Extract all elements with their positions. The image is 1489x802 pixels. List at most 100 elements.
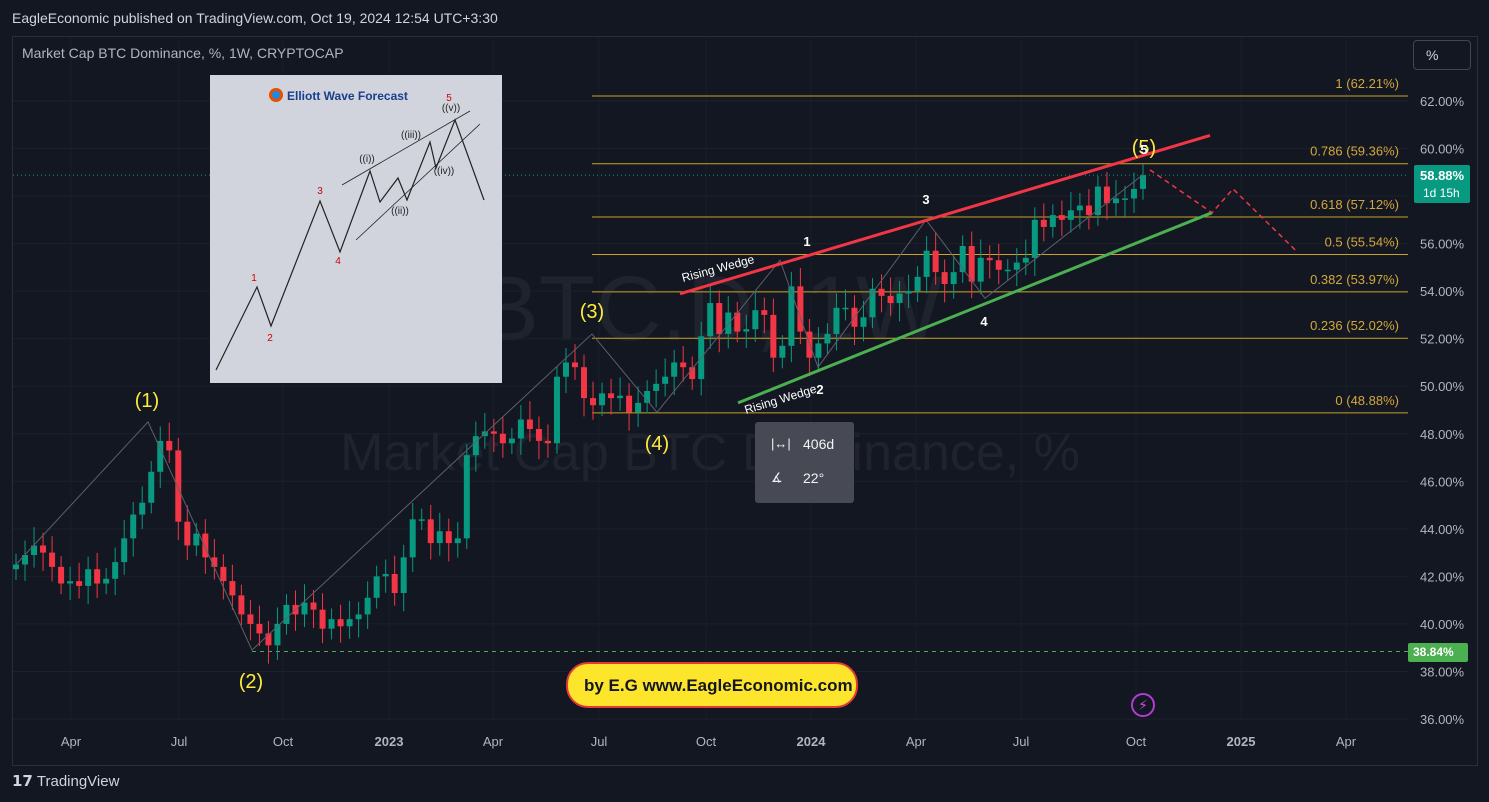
author-brand-label[interactable]: by E.G www.EagleEconomic.com: [566, 662, 858, 708]
candle-body: [535, 429, 542, 441]
candle-body: [590, 398, 597, 406]
measure-tool-popup: |↔| 406d ∡ 22°: [755, 422, 854, 503]
measure-bars-row: |↔| 406d: [771, 436, 834, 452]
candle-body: [508, 438, 515, 444]
y-tick-label: 38.00%: [1420, 664, 1465, 679]
x-tick-label: Apr: [61, 734, 82, 749]
projection-path: [1149, 169, 1297, 252]
inset-wave-path: [215, 118, 485, 371]
candle-body: [184, 521, 191, 546]
fib-label: 0.236 (52.02%): [1310, 318, 1399, 333]
candle-body: [13, 564, 19, 570]
candle-body: [382, 574, 389, 577]
candle-body: [635, 402, 642, 413]
candle-body: [157, 440, 164, 472]
candle-body: [238, 595, 245, 615]
candle-body: [1085, 205, 1092, 216]
candle-body: [1013, 262, 1020, 270]
candle-body: [941, 272, 948, 285]
range-arrows-icon: |↔|: [771, 436, 791, 451]
fib-label: 0.5 (55.54%): [1325, 235, 1399, 250]
candle-body: [977, 257, 984, 282]
percent-scale-button[interactable]: %: [1413, 40, 1471, 70]
y-tick-label: 54.00%: [1420, 284, 1465, 299]
y-tick-label: 42.00%: [1420, 569, 1465, 584]
candle-body: [716, 303, 723, 334]
major-wave-label: (3): [580, 301, 604, 323]
candle-body: [1031, 219, 1038, 258]
candle-body: [391, 574, 398, 594]
candle-body: [689, 367, 696, 380]
candle-body: [346, 619, 353, 627]
measure-angle-row: ∡ 22°: [771, 470, 824, 486]
candle-body: [1094, 186, 1101, 216]
candle-body: [797, 286, 804, 332]
current-price-label: 58.88%: [1420, 168, 1465, 183]
watermark-title: Market Cap BTC Dominance, %: [340, 424, 1080, 482]
candle-body: [472, 436, 479, 456]
bar-countdown-label: 1d 15h: [1423, 186, 1460, 200]
chart-frame[interactable]: [12, 36, 1478, 766]
candle-body: [608, 393, 615, 399]
candle-body: [67, 581, 74, 584]
x-tick-label: 2024: [797, 734, 827, 749]
fib-label: 0.618 (57.12%): [1310, 197, 1399, 212]
x-tick-label: 2023: [375, 734, 404, 749]
x-tick-label: Apr: [483, 734, 504, 749]
inset-channel-top: [341, 110, 471, 186]
x-tick-label: Apr: [906, 734, 927, 749]
lightning-icon[interactable]: ⚡: [1131, 693, 1155, 717]
candle-body: [463, 455, 470, 539]
x-tick-label: Oct: [273, 734, 294, 749]
major-wave-label: (4): [645, 433, 669, 455]
inset-wave-label: 1: [251, 273, 257, 284]
candle-body: [626, 395, 633, 413]
candle-body: [905, 291, 912, 294]
minor-wave-label: 2: [816, 382, 823, 397]
candle-body: [779, 345, 786, 358]
candle-body: [1040, 219, 1047, 227]
candle-body: [617, 395, 624, 399]
footer-logo[interactable]: 𝟭𝟳 TradingView: [12, 772, 119, 790]
candle-body: [364, 597, 371, 615]
candle-body: [247, 614, 254, 624]
y-tick-label: 50.00%: [1420, 379, 1465, 394]
y-tick-label: 44.00%: [1420, 522, 1465, 537]
candle-body: [923, 250, 930, 277]
y-tick-label: 40.00%: [1420, 617, 1465, 632]
candle-body: [229, 581, 236, 596]
x-tick-label: Jul: [591, 734, 608, 749]
candle-body: [94, 569, 101, 584]
candle-body: [896, 293, 903, 304]
candle-body: [337, 619, 344, 627]
candle-body: [544, 440, 551, 444]
current-price-badge: 58.88% 1d 15h: [1414, 165, 1470, 203]
candle-body: [932, 250, 939, 273]
candle-body: [40, 545, 47, 553]
candle-body: [644, 390, 651, 403]
candle-body: [436, 531, 443, 544]
minor-wave-label: 4: [980, 314, 988, 329]
candle-body: [31, 545, 38, 555]
candle-body: [824, 333, 831, 344]
candle-body: [743, 329, 750, 332]
candle-body: [959, 245, 966, 273]
candle-body: [1076, 205, 1083, 211]
candle-body: [418, 519, 425, 521]
fib-label: 0.786 (59.36%): [1310, 144, 1399, 159]
major-wave-label: (2): [239, 671, 263, 693]
inset-wave-label: 4: [335, 256, 341, 267]
candle-body: [770, 314, 777, 358]
candle-body: [815, 343, 822, 358]
x-tick-label: 2025: [1227, 734, 1256, 749]
candle-body: [878, 288, 885, 296]
candles: [13, 164, 1146, 664]
candle-body: [914, 276, 921, 292]
candle-body: [752, 310, 759, 330]
wedge-top-line: [679, 134, 1211, 296]
candle-body: [499, 433, 506, 444]
candle-body: [599, 393, 606, 406]
candle-body: [842, 307, 849, 310]
candle-body: [301, 602, 308, 615]
